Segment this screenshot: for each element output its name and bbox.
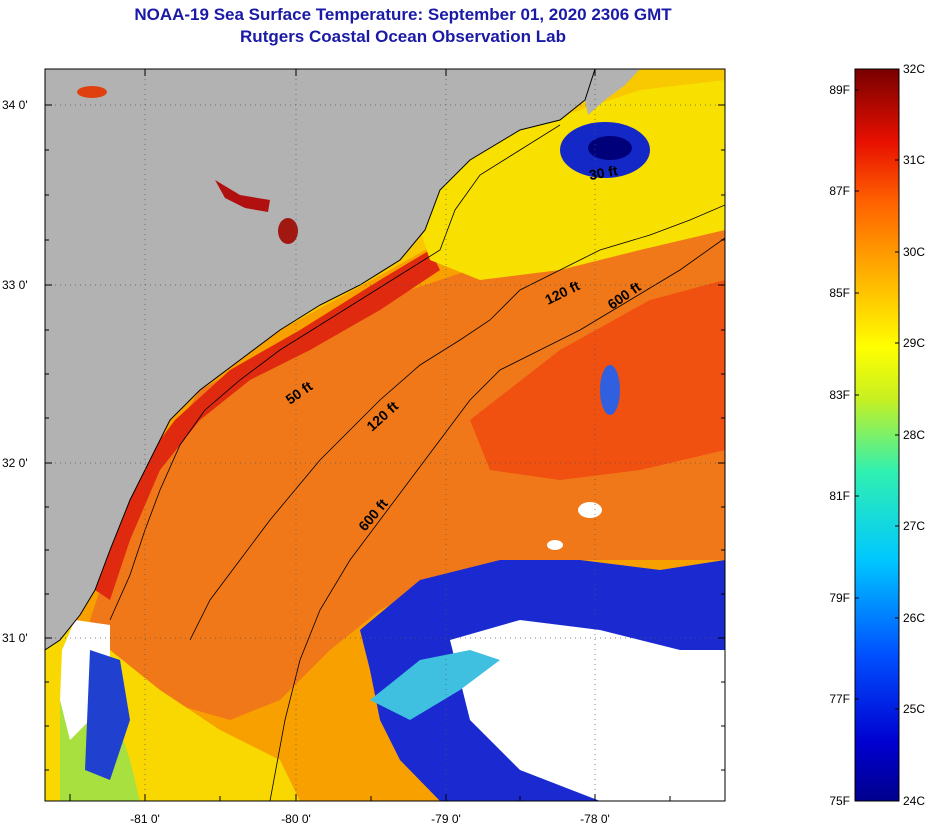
land [45,69,595,650]
colorbar-label-f: 89F [829,83,850,97]
contour-label: 30 ft [588,162,619,183]
colorbar-gradient [854,68,900,802]
coastal-cloud [60,620,110,740]
colorbar-label-c: 30C [903,245,925,259]
colorbar-label-c: 31C [903,153,925,167]
northern-shelf-yellow [410,80,725,280]
coastal-cold [85,650,130,780]
axis-ticks [45,69,725,801]
colorbar-label-f: 85F [829,286,850,300]
colorbar-label-f: 77F [829,692,850,706]
hot-offshore-zone [470,280,725,480]
colorbar-label-f: 81F [829,489,850,503]
cloud-spot [547,540,563,550]
colorbar-label-c: 24C [903,794,925,808]
coastline [45,69,596,651]
contour-120ft [189,204,725,641]
inland-lake [77,86,107,98]
lon-label: -81 0' [130,812,160,826]
map-subtitle: Rutgers Coastal Ocean Observation Lab [240,27,566,46]
colorbar-label-f: 83F [829,388,850,402]
southern-cloud-mask [450,620,725,801]
colorbar-label-c: 32C [903,62,925,76]
colorbar-label-c: 25C [903,702,925,716]
map-frame [44,68,726,802]
colorbar-label-c: 26C [903,611,925,625]
colorbar: 32C 31C 30C 29C 28C 27C 26C 25C 24C 89F … [829,62,925,808]
map-title: NOAA-19 Sea Surface Temperature: Septemb… [134,5,672,24]
cloud-spot [578,502,602,518]
lat-label: 34 0' [2,98,28,112]
mid-shelf-zone [90,180,725,720]
lon-label: -80 0' [281,812,311,826]
lon-label: -79 0' [431,812,461,826]
contour-50ft [109,124,561,621]
colorbar-label-f: 87F [829,184,850,198]
colorbar-label-c: 29C [903,336,925,350]
southern-cyan-streak [370,650,500,720]
lon-label: -78 0' [580,812,610,826]
land-northeast [585,69,640,115]
northern-cold-patch-core [588,136,632,160]
colorbar-label-f: 75F [829,794,850,808]
colorbar-label-c: 27C [903,519,925,533]
inland-lake [215,180,270,212]
contour-600ft [269,237,725,801]
lat-label: 33 0' [2,278,28,292]
colorbar-label-c: 28C [903,428,925,442]
colorbar-label-f: 79F [829,591,850,605]
gridlines [45,69,725,801]
lat-label: 32 0' [2,456,28,470]
cold-spot [600,365,620,415]
lat-label: 31 0' [2,631,28,645]
inland-lake [278,218,298,244]
